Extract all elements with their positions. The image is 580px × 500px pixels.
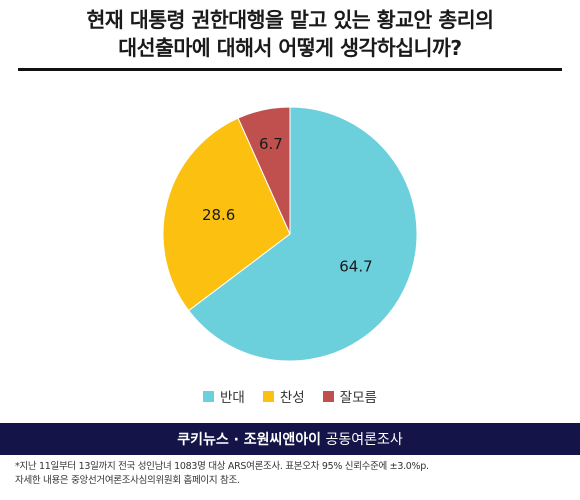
pie-slice-support	[162, 117, 291, 312]
footnote-line-1: *지난 11일부터 13일까지 전국 성인남녀 1083명 대상 ARS여론조사…	[15, 461, 429, 472]
legend-item-oppose: 반대	[203, 386, 245, 406]
legend-label-support: 찬성	[279, 390, 305, 406]
banner-bold-text: 쿠키뉴스 · 조원씨앤아이	[177, 432, 322, 448]
title-line-1: 현재 대통령 권한대행을 맡고 있는 황교안 총리의	[86, 8, 494, 32]
pie-label-oppose: 64.7	[339, 257, 372, 275]
pie-label-unknown: 6.7	[259, 135, 283, 153]
pie-slice-oppose	[187, 106, 418, 362]
legend-label-unknown: 잘모름	[339, 390, 377, 406]
legend-swatch-unknown	[322, 390, 334, 402]
title-divider	[18, 68, 562, 71]
footnote-line-2: 자세한 내용은 중앙선거여론조사심의위원회 홈페이지 참조.	[15, 475, 240, 486]
chart-title: 현재 대통령 권한대행을 맡고 있는 황교안 총리의 대선출마에 대해서 어떻게…	[0, 6, 580, 62]
pie-chart: 64.7 28.6 6.7	[0, 80, 580, 380]
pie-slice-unknown	[237, 106, 291, 235]
legend-swatch-oppose	[203, 390, 215, 402]
legend-label-oppose: 반대	[220, 390, 245, 406]
legend: 반대 찬성 잘모름	[0, 386, 580, 406]
pie-label-support: 28.6	[202, 206, 235, 224]
legend-item-support: 찬성	[262, 386, 305, 406]
legend-swatch-support	[262, 390, 274, 402]
pie-chart-svg: 64.7 28.6 6.7	[162, 106, 418, 362]
title-line-2: 대선출마에 대해서 어떻게 생각하십니까?	[118, 36, 462, 60]
footnote: *지난 11일부터 13일까지 전국 성인남녀 1083명 대상 ARS여론조사…	[15, 460, 571, 488]
source-banner: 쿠키뉴스 · 조원씨앤아이 공동여론조사	[0, 423, 580, 455]
banner-normal-text: 공동여론조사	[321, 432, 403, 448]
legend-item-unknown: 잘모름	[322, 386, 377, 406]
